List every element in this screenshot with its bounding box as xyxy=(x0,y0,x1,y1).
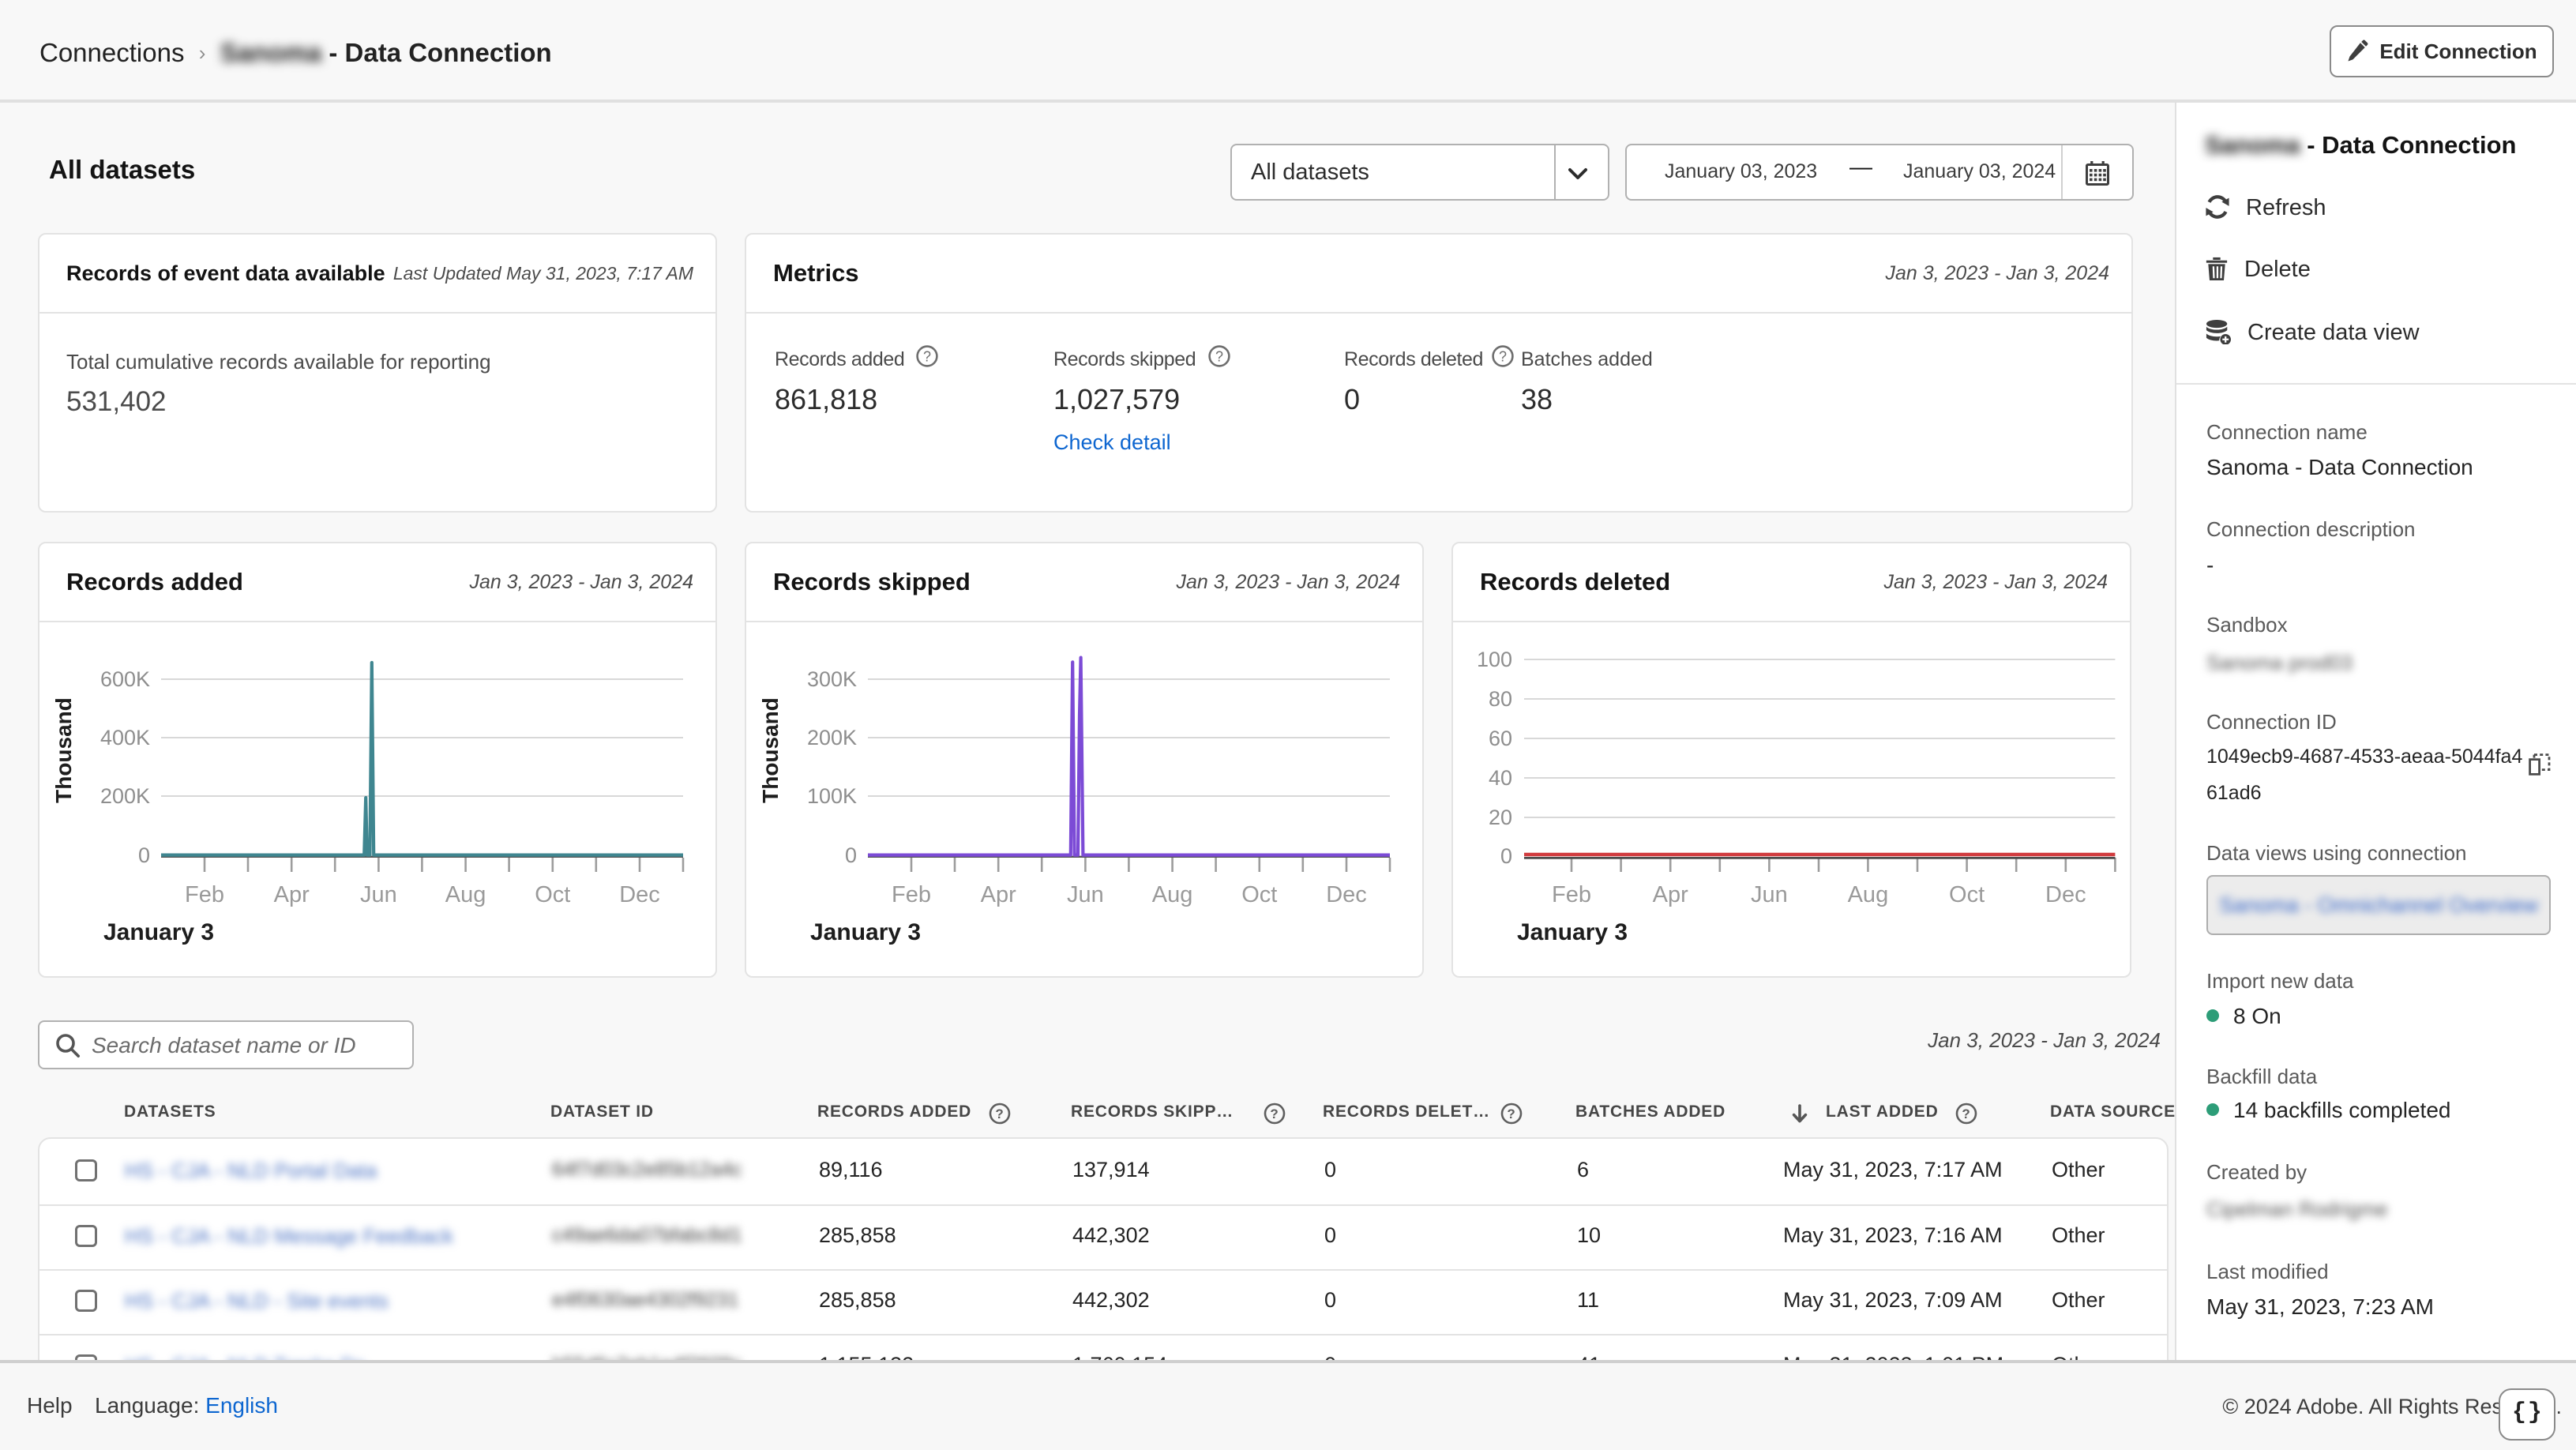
svg-text:300K: 300K xyxy=(807,667,857,691)
svg-text:Apr: Apr xyxy=(1653,882,1688,907)
svg-text:January 3: January 3 xyxy=(810,919,921,945)
svg-text:?: ? xyxy=(1507,1106,1515,1121)
svg-text:Apr: Apr xyxy=(274,882,310,907)
svg-text:80: 80 xyxy=(1489,687,1512,711)
svg-text:Oct: Oct xyxy=(1949,882,1985,907)
svg-text:Dec: Dec xyxy=(619,882,660,907)
svg-text:100: 100 xyxy=(1477,648,1512,671)
svg-text:60: 60 xyxy=(1489,727,1512,750)
svg-text:200K: 200K xyxy=(807,726,857,749)
svg-text:?: ? xyxy=(1270,1106,1279,1121)
svg-text:?: ? xyxy=(1215,348,1223,364)
svg-text:40: 40 xyxy=(1489,766,1512,790)
svg-text:Dec: Dec xyxy=(1326,882,1367,907)
svg-text:Apr: Apr xyxy=(981,882,1016,907)
svg-text:Feb: Feb xyxy=(892,882,931,907)
svg-text:Dec: Dec xyxy=(2045,882,2086,907)
svg-text:January 3: January 3 xyxy=(1517,919,1628,945)
svg-text:0: 0 xyxy=(1500,844,1512,868)
svg-text:January 3: January 3 xyxy=(103,919,214,945)
svg-text:Feb: Feb xyxy=(185,882,224,907)
svg-text:200K: 200K xyxy=(100,784,150,808)
svg-text:20: 20 xyxy=(1489,806,1512,829)
svg-text:Aug: Aug xyxy=(1848,882,1889,907)
svg-text:0: 0 xyxy=(845,843,857,867)
svg-text:Jun: Jun xyxy=(1751,882,1788,907)
svg-text:600K: 600K xyxy=(100,667,150,691)
svg-text:Oct: Oct xyxy=(1241,882,1277,907)
svg-text:100K: 100K xyxy=(807,784,857,808)
svg-text:Jun: Jun xyxy=(1067,882,1104,907)
svg-text:Thousand: Thousand xyxy=(51,697,76,803)
svg-text:Oct: Oct xyxy=(535,882,570,907)
svg-text:Thousand: Thousand xyxy=(758,697,783,803)
svg-text:Feb: Feb xyxy=(1552,882,1591,907)
svg-text:?: ? xyxy=(1499,348,1507,364)
svg-text:Aug: Aug xyxy=(1152,882,1193,907)
svg-text:400K: 400K xyxy=(100,726,150,749)
svg-text:?: ? xyxy=(1962,1106,1970,1121)
svg-text:?: ? xyxy=(995,1106,1004,1121)
svg-text:0: 0 xyxy=(138,843,150,867)
svg-text:Jun: Jun xyxy=(360,882,397,907)
svg-text:?: ? xyxy=(923,348,931,364)
svg-text:Aug: Aug xyxy=(445,882,486,907)
